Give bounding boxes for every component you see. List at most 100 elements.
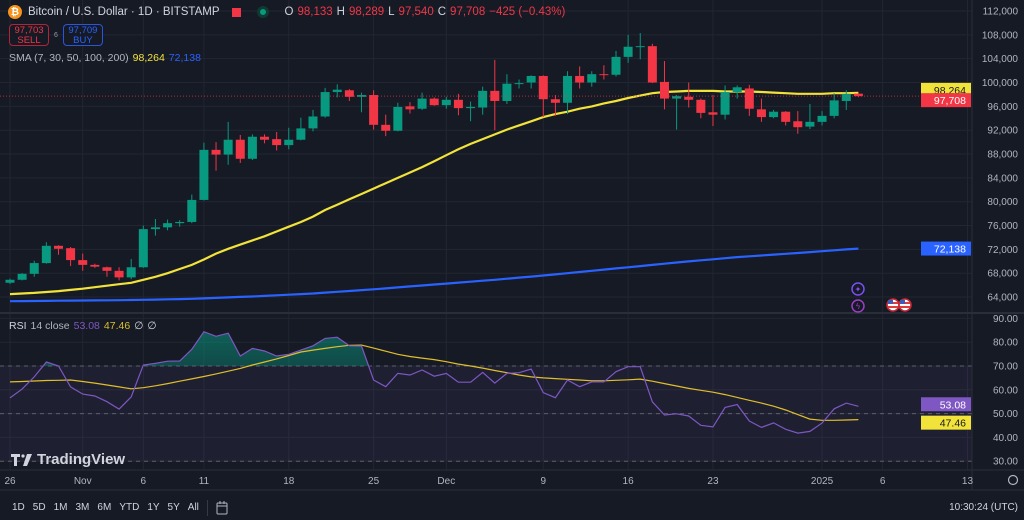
candle[interactable] [587, 71, 597, 87]
candle[interactable] [393, 102, 403, 132]
candle[interactable] [223, 121, 233, 165]
candle[interactable] [320, 87, 330, 118]
candle[interactable] [672, 95, 682, 130]
range-button-all[interactable]: All [187, 502, 199, 513]
candle[interactable] [781, 111, 791, 126]
candle[interactable] [841, 90, 851, 110]
candle[interactable] [829, 93, 839, 119]
candle[interactable] [417, 92, 427, 110]
candle[interactable] [235, 134, 245, 163]
candle[interactable] [611, 50, 621, 77]
candle[interactable] [478, 86, 488, 115]
candle[interactable] [260, 134, 270, 144]
lightning-event-icon[interactable] [851, 299, 865, 313]
candle[interactable] [163, 219, 173, 231]
candle[interactable] [429, 97, 439, 106]
range-button-1d[interactable]: 1D [12, 502, 25, 513]
candle[interactable] [708, 95, 718, 127]
us-flag-event-icon[interactable] [898, 298, 912, 312]
candle[interactable] [114, 267, 124, 281]
range-button-1m[interactable]: 1M [53, 502, 68, 513]
range-button-3m[interactable]: 3M [75, 502, 90, 513]
candle[interactable] [466, 101, 476, 122]
candle[interactable] [563, 71, 573, 115]
price-pane[interactable] [0, 33, 972, 303]
candle[interactable] [381, 114, 391, 137]
sma-value-slow: 72,138 [168, 52, 201, 64]
candle[interactable] [575, 66, 585, 89]
buy-button[interactable]: 97,709 BUY [62, 24, 103, 46]
candle[interactable] [744, 84, 754, 116]
candle[interactable] [272, 131, 282, 151]
calendar-icon[interactable] [216, 500, 228, 515]
candle[interactable] [284, 127, 294, 150]
symbol-title[interactable]: Bitcoin / U.S. Dollar · 1D · BITSTAMP [28, 6, 220, 18]
candle[interactable] [66, 246, 76, 267]
candle[interactable] [308, 109, 318, 132]
candle[interactable] [490, 59, 500, 131]
range-button-5y[interactable]: 5Y [167, 502, 180, 513]
crypto-event-icon[interactable] [851, 282, 865, 296]
candle[interactable] [356, 92, 366, 113]
candle[interactable] [696, 98, 706, 119]
candle[interactable] [53, 245, 63, 255]
candle[interactable] [187, 194, 197, 224]
axes[interactable]: 112,000 108,000 104,000 100,000 96,000 92,000… [4, 7, 1018, 488]
candle[interactable] [732, 85, 742, 99]
events[interactable]: ✦ ϟ [851, 282, 912, 313]
candle[interactable] [344, 89, 354, 101]
sell-button[interactable]: 97,703 SELL [9, 24, 49, 46]
candle[interactable] [502, 74, 512, 104]
candle[interactable] [90, 263, 100, 268]
rsi-pane[interactable] [0, 330, 972, 462]
candle[interactable] [793, 111, 803, 134]
range-button-1y[interactable]: 1Y [147, 502, 160, 513]
candle[interactable] [369, 90, 379, 130]
candle[interactable] [199, 142, 209, 201]
candle[interactable] [720, 85, 730, 120]
candle[interactable] [635, 33, 645, 60]
range-button-6m[interactable]: 6M [97, 502, 112, 513]
candle[interactable] [769, 109, 779, 119]
candle[interactable] [599, 65, 609, 80]
gear-icon[interactable] [1007, 474, 1019, 486]
range-button-ytd[interactable]: YTD [119, 502, 140, 513]
candle[interactable] [41, 242, 51, 264]
candle[interactable] [150, 218, 160, 236]
candle[interactable] [405, 102, 415, 114]
candle[interactable] [805, 103, 815, 129]
range-button-5d[interactable]: 5D [32, 502, 46, 513]
candle[interactable] [817, 111, 827, 126]
candle[interactable] [5, 278, 15, 284]
tradingview-logo[interactable]: TradingView [11, 451, 125, 468]
us-flag-event-icon[interactable] [886, 298, 900, 312]
candle[interactable] [659, 61, 669, 110]
candle[interactable] [17, 273, 27, 281]
candle[interactable] [756, 98, 766, 122]
clock[interactable]: 10:30:24 (UTC) [949, 502, 1018, 513]
candle[interactable] [441, 96, 451, 109]
candle[interactable] [526, 75, 536, 89]
candle[interactable] [647, 43, 657, 84]
candle[interactable] [102, 266, 112, 277]
candle[interactable] [453, 93, 463, 116]
market-status-icon[interactable] [256, 6, 269, 18]
candle[interactable] [684, 82, 694, 108]
candle[interactable] [514, 79, 524, 89]
candle[interactable] [175, 220, 185, 227]
flag-icon[interactable] [231, 7, 241, 17]
candle[interactable] [138, 225, 148, 268]
candle[interactable] [126, 258, 136, 280]
candle[interactable] [332, 84, 342, 98]
candle[interactable] [78, 253, 88, 271]
candle[interactable] [29, 260, 39, 277]
sma-legend[interactable]: SMA (7, 30, 50, 100, 200) 98,264 72,138 [9, 52, 201, 64]
candle[interactable] [296, 117, 306, 141]
candle[interactable] [550, 95, 560, 116]
candle[interactable] [211, 142, 221, 171]
candle[interactable] [623, 34, 633, 63]
candle[interactable] [247, 134, 257, 160]
rsi-legend[interactable]: RSI 14 close 53.08 47.46 ∅ ∅ [9, 320, 157, 332]
time-axis-settings[interactable] [1007, 474, 1019, 486]
